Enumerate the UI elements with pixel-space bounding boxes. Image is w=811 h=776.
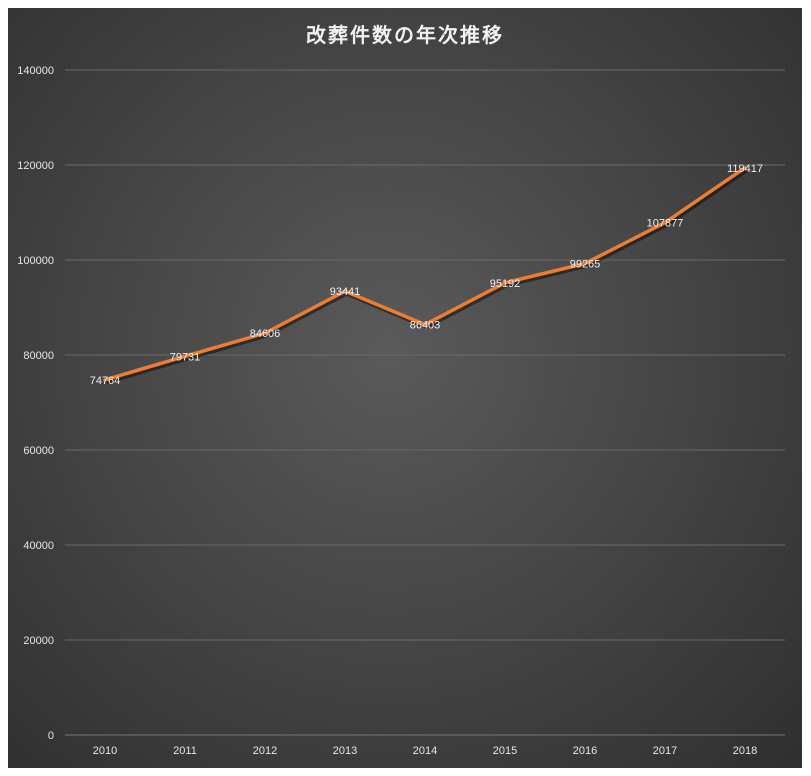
y-tick-label: 100000 bbox=[17, 255, 54, 267]
data-label: 79731 bbox=[170, 351, 201, 363]
x-tick-label: 2013 bbox=[333, 745, 357, 757]
series-line bbox=[103, 166, 747, 382]
data-label: 93441 bbox=[330, 286, 361, 298]
x-tick-label: 2017 bbox=[653, 745, 677, 757]
y-tick-label: 60000 bbox=[23, 445, 54, 457]
x-tick-label: 2012 bbox=[253, 745, 277, 757]
x-tick-label: 2014 bbox=[413, 745, 437, 757]
x-tick-label: 2010 bbox=[93, 745, 117, 757]
y-tick-label: 0 bbox=[48, 730, 54, 742]
x-tick-label: 2018 bbox=[733, 745, 757, 757]
data-label: 119417 bbox=[727, 163, 763, 175]
y-tick-label: 20000 bbox=[23, 635, 54, 647]
y-tick-label: 40000 bbox=[23, 540, 54, 552]
data-label: 86403 bbox=[410, 320, 441, 332]
data-label: 74764 bbox=[90, 375, 121, 387]
chart-title: 改葬件数の年次推移 bbox=[306, 23, 504, 47]
y-tick-label: 140000 bbox=[17, 65, 54, 77]
data-label: 95192 bbox=[490, 278, 521, 290]
y-tick-label: 120000 bbox=[17, 160, 54, 172]
x-tick-label: 2016 bbox=[573, 745, 597, 757]
x-tick-label: 2015 bbox=[493, 745, 517, 757]
data-label: 107877 bbox=[647, 218, 684, 230]
series-line-shadow bbox=[105, 168, 748, 385]
chart-area bbox=[8, 8, 802, 768]
x-tick-label: 2011 bbox=[173, 745, 197, 757]
data-label: 99265 bbox=[570, 258, 601, 270]
y-tick-label: 80000 bbox=[23, 350, 54, 362]
data-label: 84606 bbox=[250, 328, 281, 340]
